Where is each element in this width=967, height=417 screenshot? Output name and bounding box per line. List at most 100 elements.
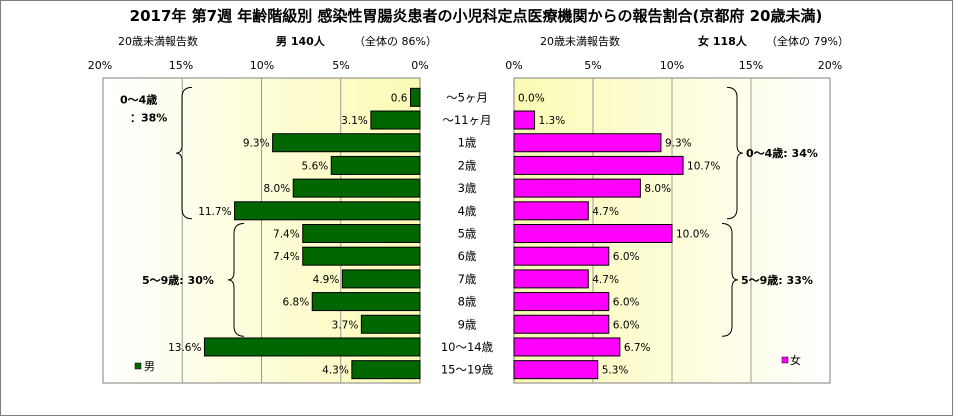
female-value-label: 5.3% (602, 365, 629, 377)
male-value-label: 4.3% (322, 365, 349, 377)
female-value-label: 6.0% (613, 319, 640, 331)
male-bar (370, 110, 421, 130)
female-bar (513, 224, 673, 243)
female-bar (513, 246, 610, 266)
male-bar (302, 246, 421, 266)
female-value-label: 9.3% (665, 138, 692, 150)
tick-label: 5% (332, 59, 349, 72)
female-value-label: 1.3% (539, 115, 566, 127)
male-value-label: 4.9% (313, 274, 340, 286)
male-value-label: 8.0% (264, 183, 291, 195)
male-value-label: 9.3% (243, 138, 270, 150)
male-value-label: 11.7% (198, 206, 231, 218)
bracket-shape (227, 223, 245, 337)
bracket-shape (175, 86, 193, 220)
female-value-label: 4.7% (592, 206, 619, 218)
category-label: 1歳 (458, 136, 477, 150)
male-header-share: （全体の 86%） (354, 34, 437, 48)
male-value-label: 5.6% (302, 160, 329, 172)
female-value-label: 10.7% (687, 160, 720, 172)
category-label: 8歳 (458, 295, 477, 309)
tick-label: 20% (88, 59, 112, 72)
category-label: 15～19歳 (441, 363, 494, 377)
female-legend-label: 女 (790, 353, 801, 367)
male-bracket-label: 5～9歳: 30% (142, 273, 214, 287)
male-value-label: 13.6% (168, 342, 201, 354)
female-header-share: （全体の 79%） (766, 34, 849, 48)
tick-label: 15% (169, 59, 193, 72)
female-bar (513, 269, 589, 289)
female-value-label: 6.7% (624, 342, 651, 354)
category-label: 7歳 (458, 272, 477, 286)
male-bar (272, 133, 421, 153)
male-header-label: 20歳未満報告数 (118, 35, 198, 48)
female-header-count: 女 118人 (698, 34, 748, 48)
category-label: 3歳 (458, 181, 477, 195)
chart-title: 2017年 第7週 年齢階級別 感染性胃腸炎患者の小児科定点医療機関からの報告割… (130, 7, 823, 25)
age-group-brackets: 0～4歳 ：38% 5～9歳: 30% 0～4歳: 34% 5～9歳: 33% (120, 86, 818, 337)
female-value-label: 6.0% (613, 251, 640, 263)
female-bar (513, 337, 621, 357)
female-value-label: 10.0% (676, 229, 709, 241)
male-value-label: 0.6 (391, 92, 408, 104)
male-bracket-label: ：38% (130, 111, 167, 124)
value-labels: 0.6 0.0% 3.1% 1.3% 9.3% 9.3% 5.6% 10.7% 8.0% 8.0%… (168, 92, 720, 376)
category-label: ～11ヶ月 (442, 113, 491, 127)
female-bar (513, 360, 599, 380)
female-header-label: 20歳未満報告数 (540, 35, 620, 48)
female-bracket-label: 5～9歳: 33% (741, 273, 813, 287)
category-label: 6歳 (458, 249, 477, 263)
category-label: 2歳 (458, 158, 477, 172)
female-value-label: 8.0% (644, 183, 671, 195)
category-labels: ～5ヶ月 ～11ヶ月 1歳 2歳 3歳 4歳 5歳 6歳 7歳 8歳 9歳 10～14歳 15～19歳 (441, 90, 494, 376)
male-header-count: 男 140人 (276, 34, 326, 48)
male-bar (234, 201, 421, 221)
category-label: 4歳 (458, 204, 477, 218)
tick-label: 10% (660, 59, 684, 72)
female-bar (513, 201, 589, 221)
male-value-label: 3.1% (341, 115, 368, 127)
female-value-label: 4.7% (592, 274, 619, 286)
male-value-label: 6.8% (283, 297, 310, 309)
male-bar (351, 360, 421, 380)
male-value-label: 7.4% (273, 229, 300, 241)
tick-label: 15% (739, 59, 763, 72)
male-bar (330, 155, 421, 175)
category-label: ～5ヶ月 (446, 90, 488, 104)
male-value-label: 7.4% (273, 251, 300, 263)
tick-label: 20% (818, 59, 842, 72)
female-bar (513, 133, 662, 153)
bars (203, 87, 684, 380)
female-bracket-label: 0～4歳: 34% (746, 146, 818, 160)
male-value-label: 3.7% (332, 319, 359, 331)
male-legend-swatch (134, 362, 142, 370)
female-bar (513, 155, 684, 175)
category-label: 10～14歳 (441, 340, 494, 354)
male-bar (311, 292, 421, 312)
bracket-shape (726, 86, 744, 220)
male-bar (302, 224, 421, 243)
male-bar (203, 337, 421, 357)
male-bar (341, 269, 421, 289)
female-value-label: 0.0% (518, 92, 545, 104)
axis-tick-labels: 20% 15% 10% 5% 0% 0% 5% 10% 15% 20% (88, 59, 842, 72)
tick-label: 0% (411, 59, 428, 72)
bracket-shape (721, 223, 739, 337)
male-bar (409, 87, 421, 107)
male-bar (292, 178, 421, 198)
male-bracket-label: 0～4歳 (120, 92, 157, 106)
female-bar (513, 110, 536, 130)
tick-label: 5% (584, 59, 601, 72)
female-value-label: 6.0% (613, 297, 640, 309)
category-label: 9歳 (458, 317, 477, 331)
category-label: 5歳 (458, 227, 477, 241)
female-bar (513, 178, 641, 198)
male-legend-label: 男 (144, 360, 155, 373)
tick-label: 10% (250, 59, 274, 72)
male-bar (360, 314, 421, 334)
tick-label: 0% (505, 59, 522, 72)
female-bar (513, 292, 610, 312)
female-bar (513, 314, 610, 334)
female-legend-swatch (781, 356, 789, 364)
